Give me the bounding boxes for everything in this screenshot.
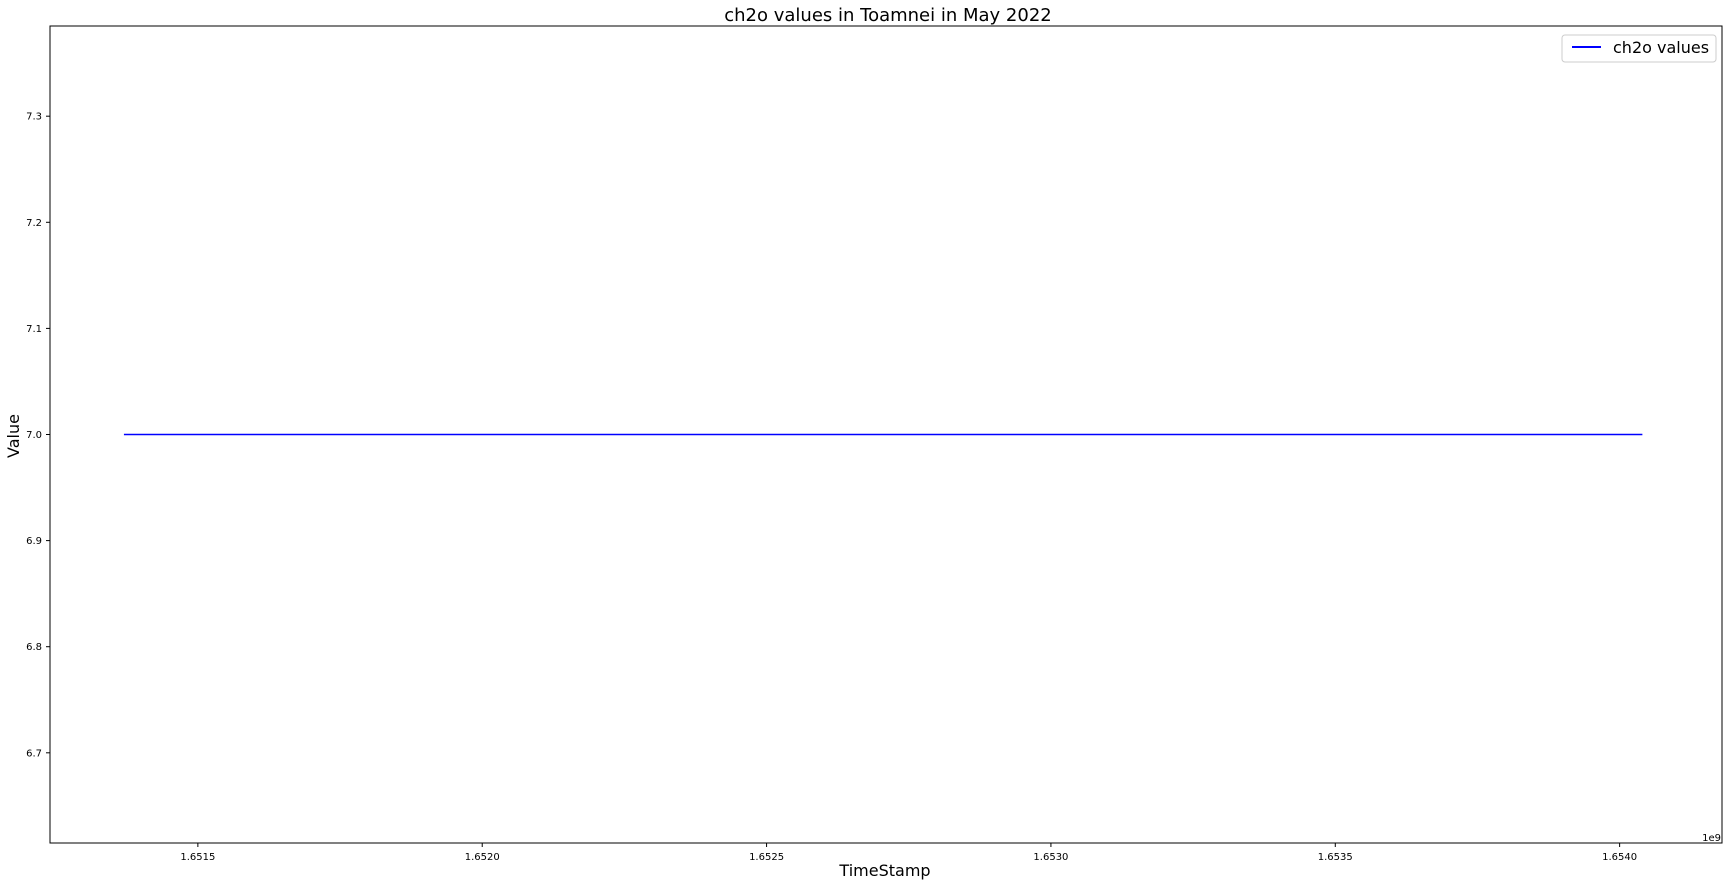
plot-frame	[49, 25, 1723, 844]
plot-area: 6.7 6.8 6.9 7.0 7.1 7.2 7.3 1.6515 1.6520 1.6525 1…	[26, 25, 1723, 863]
x-tick-label: 1.6515	[180, 852, 215, 863]
y-tick-label: 6.8	[26, 642, 42, 653]
legend-box	[1561, 34, 1717, 63]
y-axis-label: Value	[4, 414, 23, 458]
legend-label-ch2o-values: ch2o values	[1613, 38, 1709, 57]
x-axis-offset-label: 1e9	[1702, 833, 1721, 844]
x-axis-label: TimeStamp	[838, 861, 930, 880]
y-tick-label: 6.9	[26, 536, 42, 547]
y-tick-label: 7.0	[26, 430, 42, 441]
legend: ch2o values	[1561, 34, 1717, 63]
y-tick-label: 6.7	[26, 748, 42, 759]
y-tick-label: 7.2	[26, 218, 42, 229]
x-tick-label: 1.6520	[465, 852, 500, 863]
x-tick-label: 1.6525	[749, 852, 784, 863]
x-tick-label: 1.6535	[1318, 852, 1353, 863]
x-tick-label: 1.6530	[1033, 852, 1068, 863]
x-tick-label: 1.6540	[1602, 852, 1637, 863]
y-tick-label: 7.3	[26, 112, 42, 123]
chart-title: ch2o values in Toamnei in May 2022	[724, 5, 1051, 26]
y-tick-label: 7.1	[26, 324, 42, 335]
